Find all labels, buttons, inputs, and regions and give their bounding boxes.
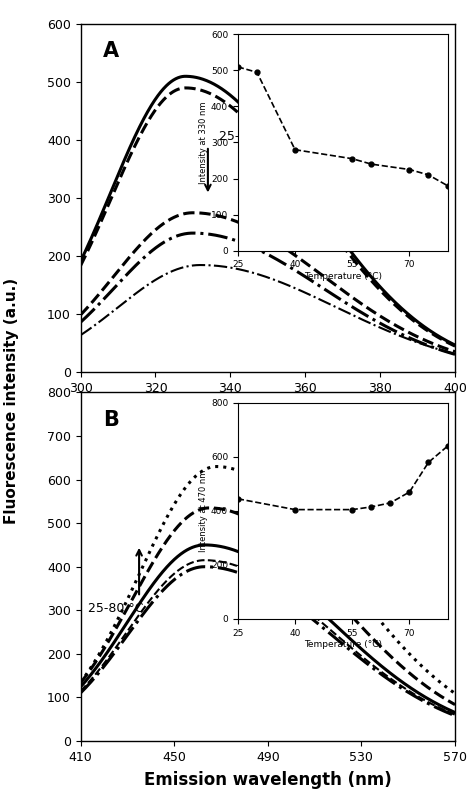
- Text: 25-80 °C: 25-80 °C: [219, 130, 274, 143]
- Text: Fluorescence intensity (a.u.): Fluorescence intensity (a.u.): [4, 277, 19, 524]
- Text: A: A: [103, 42, 119, 62]
- X-axis label: Emission wavelength (nm): Emission wavelength (nm): [144, 771, 392, 789]
- Text: B: B: [103, 410, 119, 430]
- Text: 25-80 °C: 25-80 °C: [88, 602, 143, 614]
